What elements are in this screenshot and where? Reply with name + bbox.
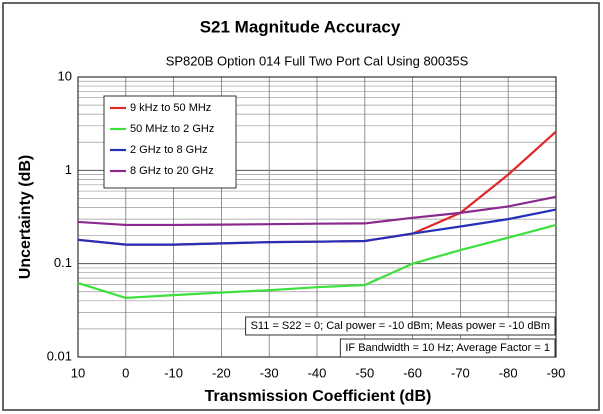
y-tick-label: 0.1	[54, 255, 72, 270]
x-tick-label: -80	[499, 365, 518, 380]
x-tick-label: -30	[260, 365, 279, 380]
annotation: S11 = S22 = 0; Cal power = -10 dBm; Meas…	[251, 320, 550, 332]
legend-box	[103, 95, 237, 189]
y-tick-label: 0.01	[47, 348, 72, 363]
legend-label: 50 MHz to 2 GHz	[130, 123, 214, 135]
legend-label: 9 kHz to 50 MHz	[130, 102, 211, 114]
x-tick-label: -60	[403, 365, 422, 380]
x-tick-label: -50	[355, 365, 374, 380]
y-tick-label: 1	[65, 162, 72, 177]
x-tick-label: -10	[164, 365, 183, 380]
x-axis-label: Transmission Coefficient (dB)	[205, 388, 432, 405]
legend-label: 8 GHz to 20 GHz	[130, 165, 214, 177]
x-tick-label: -70	[451, 365, 470, 380]
y-axis-label: Uncertainty (dB)	[17, 155, 34, 279]
annotation: IF Bandwidth = 10 Hz; Average Factor = 1	[345, 342, 550, 354]
legend-label: 2 GHz to 8 GHz	[130, 144, 208, 156]
chart-title: S21 Magnitude Accuracy	[200, 17, 401, 36]
series-line	[77, 223, 557, 299]
x-tick-label: -90	[547, 365, 566, 380]
x-tick-label: 0	[122, 365, 129, 380]
x-tick-label: -20	[212, 365, 231, 380]
series-line	[77, 195, 557, 227]
plot-border	[77, 76, 557, 358]
annotation-box	[339, 338, 556, 358]
annotation-box	[245, 316, 556, 336]
y-tick-label: 10	[58, 68, 72, 83]
x-tick-label: -40	[308, 365, 327, 380]
chart-subtitle: SP820B Option 014 Full Two Port Cal Usin…	[166, 53, 469, 68]
series-line	[77, 208, 557, 246]
x-tick-label: 10	[71, 365, 85, 380]
